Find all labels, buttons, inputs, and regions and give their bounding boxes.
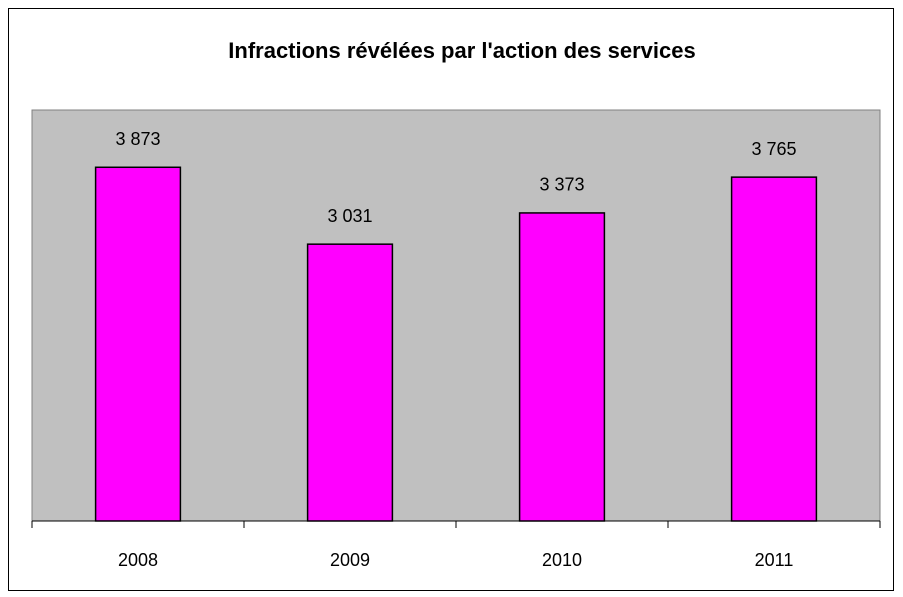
bar (306, 243, 394, 522)
x-tick-label: 2009 (330, 550, 370, 570)
bar (730, 176, 818, 522)
data-label: 3 765 (751, 139, 796, 159)
x-tick-label: 2010 (542, 550, 582, 570)
data-label: 3 373 (539, 175, 584, 195)
bar (94, 166, 182, 522)
chart-title: Infractions révélées par l'action des se… (228, 38, 695, 63)
x-tick-label: 2011 (755, 550, 794, 570)
bar (518, 212, 606, 522)
data-label: 3 873 (115, 129, 160, 149)
data-label: 3 031 (327, 206, 372, 226)
x-tick-label: 2008 (118, 550, 158, 570)
